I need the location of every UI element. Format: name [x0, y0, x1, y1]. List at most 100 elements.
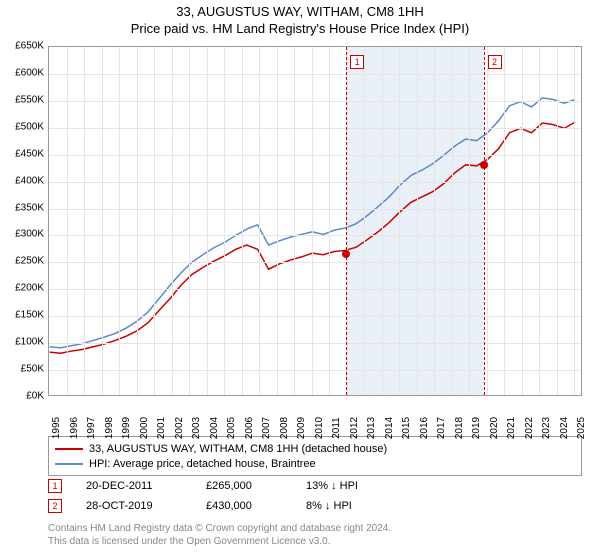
gridline-v [102, 47, 103, 395]
x-axis-label: 2010 [314, 417, 325, 439]
gridline-h [49, 262, 581, 263]
y-axis-label: £150K [4, 310, 44, 321]
gridline-v [382, 47, 383, 395]
sale-row: 120-DEC-2011£265,00013% ↓ HPI [48, 476, 582, 496]
sale-marker-box: 1 [350, 55, 364, 69]
x-axis-label: 1998 [104, 417, 115, 439]
y-axis-label: £550K [4, 94, 44, 105]
chart-container: 33, AUGUSTUS WAY, WITHAM, CM8 1HH Price … [0, 0, 600, 560]
gridline-h [49, 74, 581, 75]
sales-table: 120-DEC-2011£265,00013% ↓ HPI228-OCT-201… [48, 476, 582, 516]
legend-box: 33, AUGUSTUS WAY, WITHAM, CM8 1HH (detac… [48, 436, 582, 476]
gridline-v [294, 47, 295, 395]
x-axis-label: 2013 [366, 417, 377, 439]
gridline-v [557, 47, 558, 395]
sale-row-marker: 1 [48, 479, 62, 493]
x-axis-label: 2002 [174, 417, 185, 439]
footer-line2: This data is licensed under the Open Gov… [48, 535, 582, 548]
gridline-h [49, 101, 581, 102]
y-axis-label: £250K [4, 256, 44, 267]
x-axis-label: 2019 [471, 417, 482, 439]
sale-marker-line [484, 47, 485, 395]
y-axis-label: £0K [4, 391, 44, 402]
gridline-v [277, 47, 278, 395]
x-axis-label: 2017 [436, 417, 447, 439]
y-axis-label: £450K [4, 148, 44, 159]
y-axis-label: £500K [4, 121, 44, 132]
sale-row-price: £430,000 [206, 500, 306, 512]
x-axis-label: 1997 [86, 417, 97, 439]
title-main: 33, AUGUSTUS WAY, WITHAM, CM8 1HH [0, 4, 600, 19]
gridline-v [539, 47, 540, 395]
gridline-v [137, 47, 138, 395]
x-axis-label: 2011 [331, 417, 342, 439]
y-axis-label: £350K [4, 202, 44, 213]
sale-marker-line [346, 47, 347, 395]
x-axis-label: 2025 [576, 417, 587, 439]
legend-row: HPI: Average price, detached house, Brai… [55, 456, 575, 471]
gridline-v [207, 47, 208, 395]
x-axis-label: 2020 [489, 417, 500, 439]
gridline-v [417, 47, 418, 395]
x-axis-label: 2007 [261, 417, 272, 439]
gridline-h [49, 182, 581, 183]
gridline-v [364, 47, 365, 395]
sale-marker-box: 2 [488, 55, 502, 69]
gridline-h [49, 370, 581, 371]
gridline-h [49, 316, 581, 317]
y-axis-label: £100K [4, 337, 44, 348]
gridline-v [154, 47, 155, 395]
gridline-h [49, 209, 581, 210]
gridline-v [312, 47, 313, 395]
x-axis-label: 2001 [156, 417, 167, 439]
x-axis-label: 1995 [51, 417, 62, 439]
x-axis-label: 2021 [506, 417, 517, 439]
x-axis-label: 2003 [191, 417, 202, 439]
gridline-v [487, 47, 488, 395]
sale-point-dot [480, 161, 488, 169]
gridline-h [49, 155, 581, 156]
x-axis-label: 2022 [524, 417, 535, 439]
x-axis-label: 2004 [209, 417, 220, 439]
x-axis-label: 1999 [121, 417, 132, 439]
y-axis-label: £50K [4, 364, 44, 375]
sale-row-date: 28-OCT-2019 [86, 500, 206, 512]
gridline-h [49, 128, 581, 129]
sale-row-price: £265,000 [206, 480, 306, 492]
gridline-v [469, 47, 470, 395]
x-axis-label: 2014 [384, 417, 395, 439]
gridline-v [67, 47, 68, 395]
sale-row-diff: 8% ↓ HPI [306, 500, 396, 512]
gridline-v [84, 47, 85, 395]
sale-row-marker: 2 [48, 499, 62, 513]
x-axis-label: 2023 [541, 417, 552, 439]
gridline-v [259, 47, 260, 395]
gridline-v [452, 47, 453, 395]
y-axis-label: £650K [4, 41, 44, 52]
gridline-v [434, 47, 435, 395]
sale-row-date: 20-DEC-2011 [86, 480, 206, 492]
gridline-v [574, 47, 575, 395]
gridline-v [119, 47, 120, 395]
legend-swatch [55, 463, 83, 465]
gridline-h [49, 343, 581, 344]
y-axis-label: £300K [4, 229, 44, 240]
footer-text: Contains HM Land Registry data © Crown c… [48, 522, 582, 548]
x-axis-label: 2008 [279, 417, 290, 439]
gridline-v [242, 47, 243, 395]
gridline-v [224, 47, 225, 395]
gridline-v [329, 47, 330, 395]
sale-point-dot [342, 250, 350, 258]
x-axis-label: 2006 [244, 417, 255, 439]
gridline-v [189, 47, 190, 395]
gridline-h [49, 289, 581, 290]
gridline-v [399, 47, 400, 395]
y-axis-label: £200K [4, 283, 44, 294]
x-axis-label: 2000 [139, 417, 150, 439]
legend-row: 33, AUGUSTUS WAY, WITHAM, CM8 1HH (detac… [55, 441, 575, 456]
x-axis-label: 2024 [559, 417, 570, 439]
x-axis-label: 2012 [349, 417, 360, 439]
sale-row: 2 28-OCT-2019£430,0008% ↓ HPI [48, 496, 582, 516]
legend-label: 33, AUGUSTUS WAY, WITHAM, CM8 1HH (detac… [89, 443, 387, 455]
x-axis-label: 2005 [226, 417, 237, 439]
